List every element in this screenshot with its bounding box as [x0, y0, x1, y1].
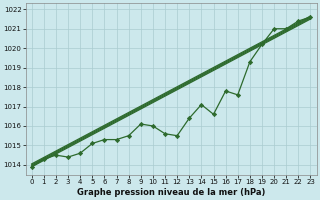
X-axis label: Graphe pression niveau de la mer (hPa): Graphe pression niveau de la mer (hPa): [77, 188, 265, 197]
